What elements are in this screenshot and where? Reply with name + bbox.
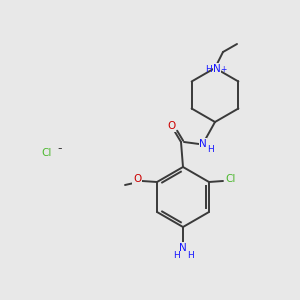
Text: +: + — [220, 65, 226, 74]
Text: H: H — [172, 250, 179, 260]
Text: -: - — [58, 142, 62, 155]
Text: Cl: Cl — [226, 174, 236, 184]
Text: Cl: Cl — [42, 148, 52, 158]
Text: N: N — [199, 139, 207, 149]
Text: O: O — [167, 121, 175, 131]
Text: H: H — [205, 65, 212, 74]
Text: O: O — [133, 174, 141, 184]
Text: H: H — [187, 250, 194, 260]
Text: N: N — [179, 243, 187, 253]
Text: H: H — [207, 145, 213, 154]
Text: N: N — [213, 64, 221, 74]
